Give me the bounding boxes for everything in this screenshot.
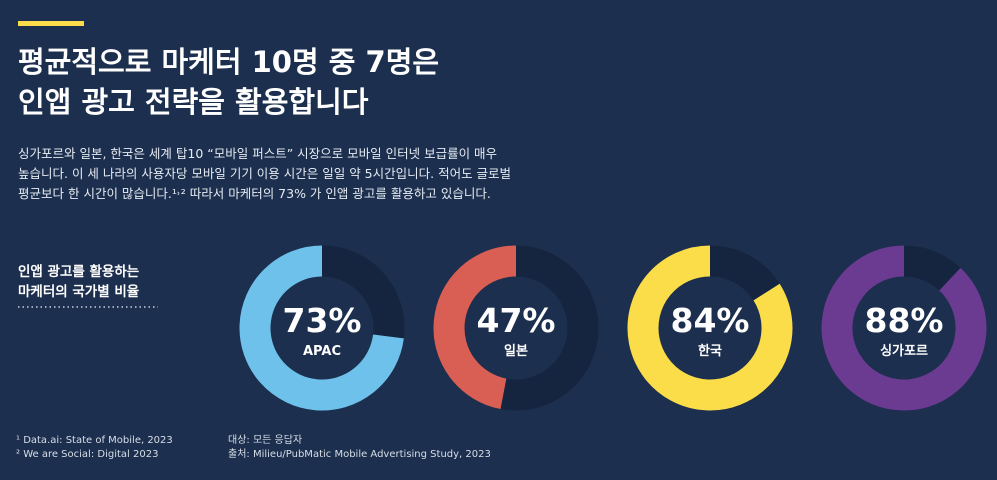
- region-label: 싱가포르: [880, 344, 928, 359]
- section-label: 마케터의 국가별 비율: [18, 283, 139, 300]
- value-label: 84%: [671, 301, 750, 340]
- region-label: 일본: [504, 344, 528, 359]
- donut-arc: [433, 245, 517, 410]
- title-line: 인앱 광고 전략을 활용합니다: [18, 85, 369, 119]
- value-label: 73%: [283, 301, 362, 340]
- footnote: ¹ Data.ai: State of Mobile, 2023: [16, 435, 173, 446]
- source: 출처: Milieu/PubMatic Mobile Advertising S…: [228, 448, 491, 460]
- footnote: ² We are Social: Digital 2023: [16, 449, 158, 460]
- donut-arc: [627, 245, 793, 411]
- source: 대상: 모든 응답자: [228, 434, 302, 446]
- value-label: 88%: [865, 301, 944, 340]
- body-line: 평균보다 한 시간이 많습니다.¹˒² 따라서 마케터의 73% 가 인앱 광고…: [18, 186, 491, 201]
- value-label: 47%: [477, 301, 556, 340]
- section-label: 인앱 광고를 활용하는: [18, 263, 140, 280]
- body-line: 싱가포르와 일본, 한국은 세계 탑10 “모바일 퍼스트” 시장으로 모바일 …: [18, 146, 497, 161]
- region-label: APAC: [303, 344, 341, 359]
- donut-arc: [821, 245, 987, 411]
- title-line: 평균적으로 마케터 10명 중 7명은: [18, 45, 439, 79]
- donut-arc: [239, 245, 404, 411]
- body-line: 높습니다. 이 세 나라의 사용자당 모바일 기기 이용 시간은 일일 약 5시…: [18, 166, 511, 181]
- region-label: 한국: [698, 343, 722, 359]
- accent-bar: [18, 21, 84, 26]
